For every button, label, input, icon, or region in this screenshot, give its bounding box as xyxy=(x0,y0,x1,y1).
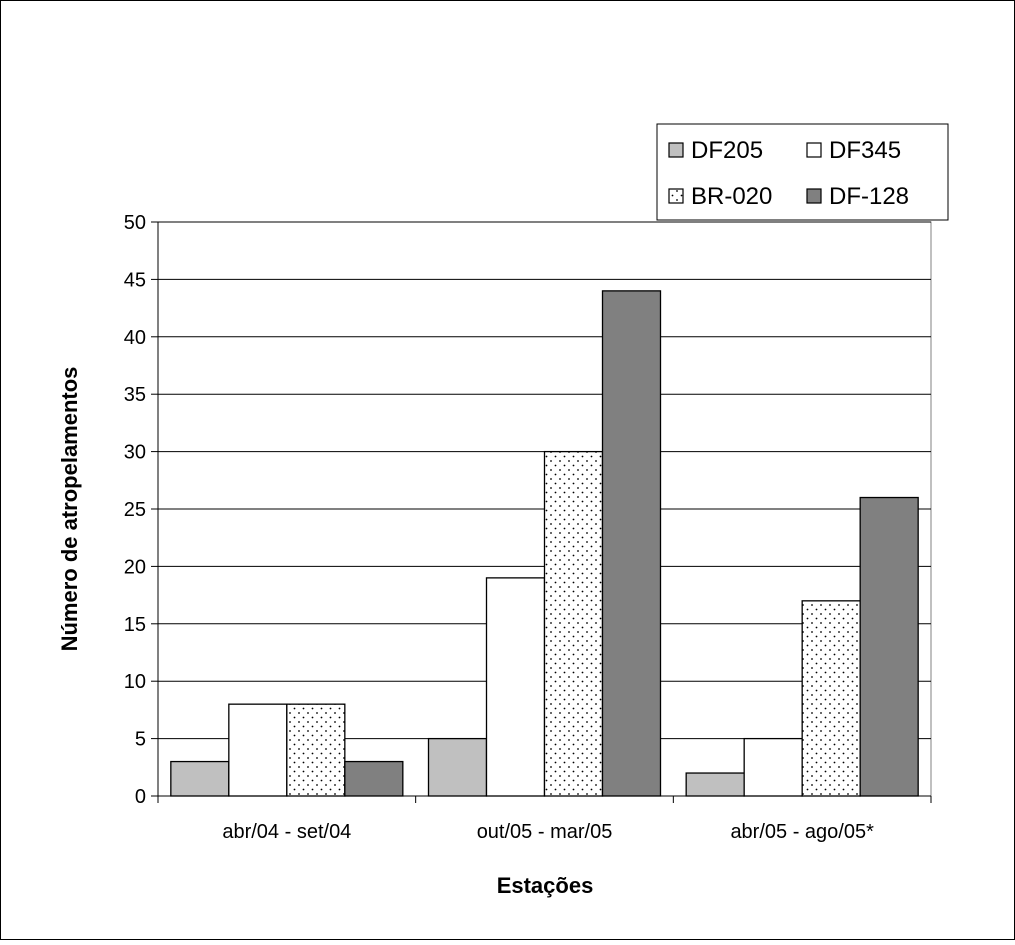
legend-label-df205: DF205 xyxy=(691,137,763,164)
y-tick-label: 5 xyxy=(135,729,146,751)
y-tick-label: 35 xyxy=(124,384,146,406)
legend-swatch-br-020 xyxy=(668,188,684,204)
y-tick-label: 20 xyxy=(124,556,146,578)
legend-label-df345: DF345 xyxy=(829,137,901,164)
bar-df205-2 xyxy=(427,737,488,797)
legend-swatch-df-128 xyxy=(806,188,822,204)
bar-df205-1 xyxy=(170,760,230,797)
x-tick-label: abr/04 - set/04 xyxy=(222,821,351,843)
bar-df-128-2 xyxy=(601,290,662,797)
bar-br-020-2 xyxy=(543,450,604,797)
x-tick-label: abr/05 - ago/05* xyxy=(730,821,874,843)
bar-df345-2 xyxy=(485,577,546,797)
y-tick-label: 30 xyxy=(124,442,146,464)
y-tick-label: 25 xyxy=(124,499,146,521)
legend-swatch-df205 xyxy=(668,142,684,158)
y-tick-label: 0 xyxy=(135,786,146,808)
legend-label-br-020: BR-020 xyxy=(691,183,772,210)
bar-br-020-1 xyxy=(286,703,346,797)
legend-label-df-128: DF-128 xyxy=(829,183,909,210)
bar-df345-1 xyxy=(228,703,288,797)
axes-layer: 0 5 10 15 20 25 30 35 40 45 50 abr/04 - set/04 out/0… xyxy=(124,212,932,843)
bar-df345-3 xyxy=(743,737,803,797)
y-tick-label: 50 xyxy=(124,212,146,234)
bar-df-128-3 xyxy=(859,496,919,797)
bar-br-020-3 xyxy=(801,600,861,797)
y-tick-label: 15 xyxy=(124,614,146,636)
x-axis-title: Estações xyxy=(497,873,594,898)
y-axis-title: Número de atropelamentos xyxy=(57,367,82,652)
bar-df-128-1 xyxy=(344,760,404,797)
legend-swatch-df345 xyxy=(806,142,822,158)
legend-box xyxy=(656,123,949,221)
y-tick-label: 45 xyxy=(124,269,146,291)
legend-layer: DF205 DF345 BR-020 DF-128 xyxy=(656,123,949,221)
y-tick-label: 10 xyxy=(124,671,146,693)
x-tick-label: out/05 - mar/05 xyxy=(477,821,613,843)
y-tick-label: 40 xyxy=(124,327,146,349)
bar-df205-3 xyxy=(685,772,745,797)
